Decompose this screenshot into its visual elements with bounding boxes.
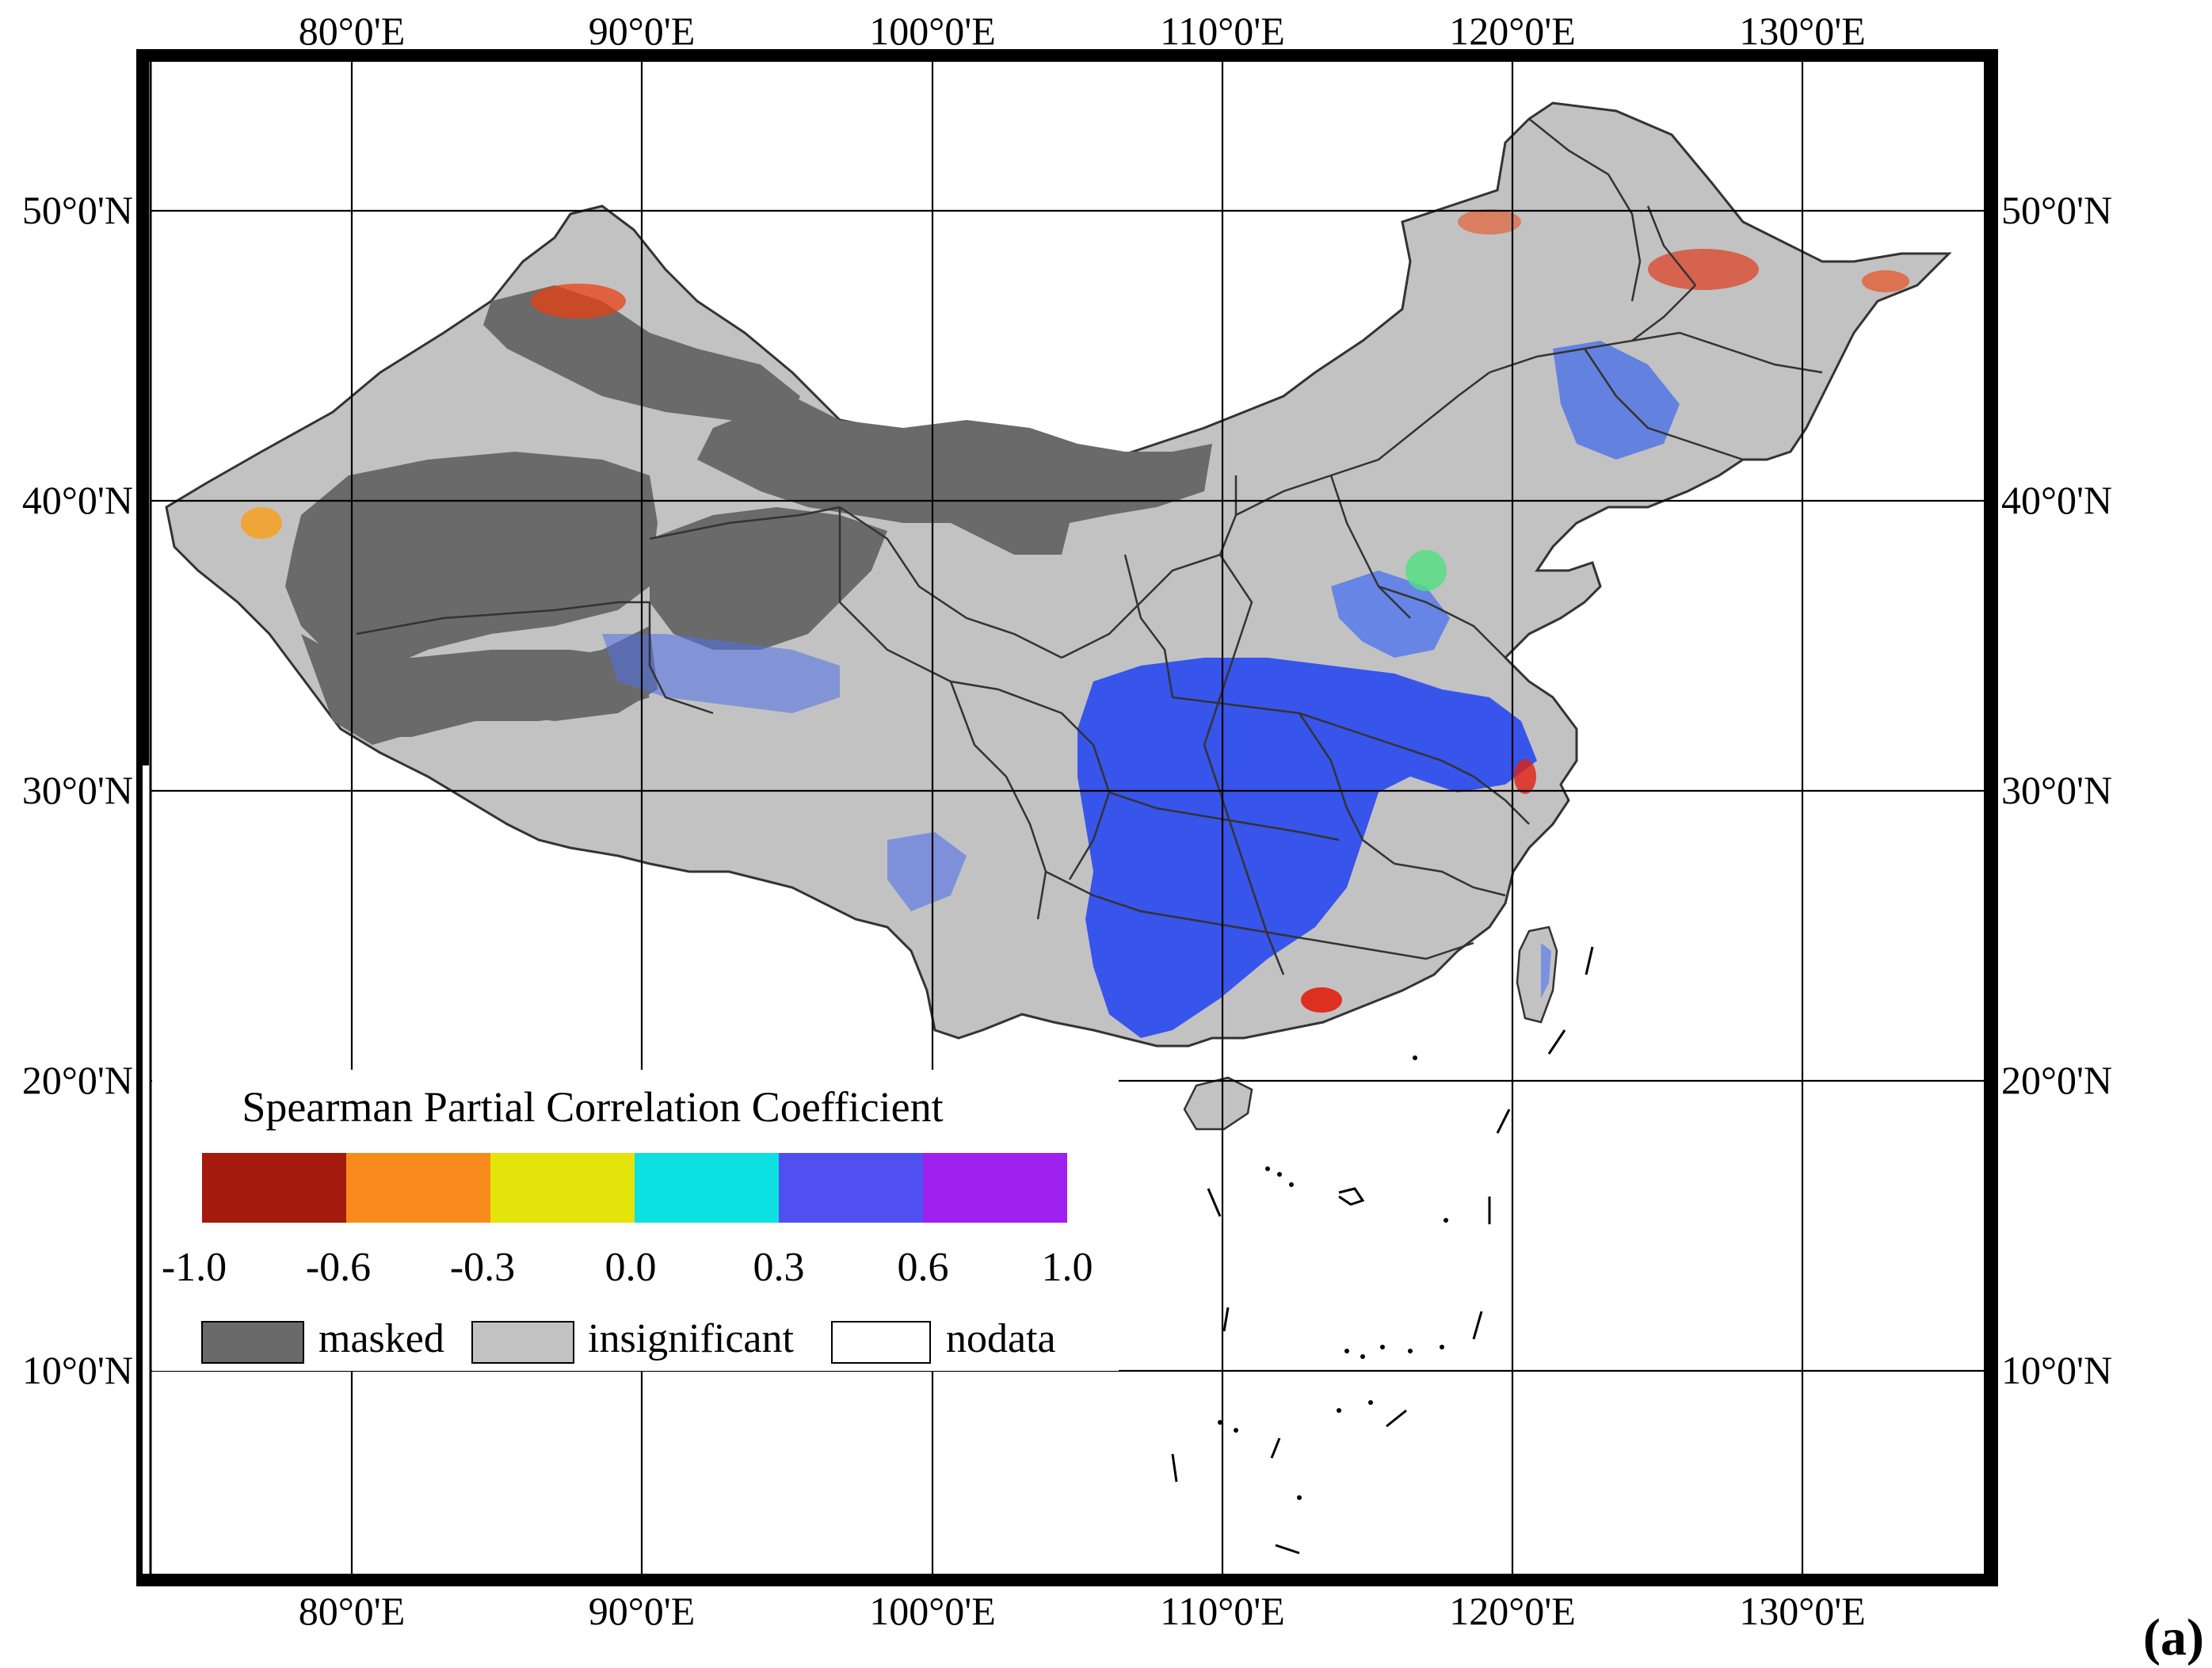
lat-label-right-30: 30°0'N (2001, 768, 2112, 812)
lat-label-left-40: 40°0'N (22, 478, 133, 522)
lon-label-top-80: 80°0'E (299, 9, 406, 53)
legend-break-1: -1.0 (162, 1245, 227, 1290)
negative-cluster-heilongjiang (1648, 249, 1759, 290)
lat-label-left-50: 50°0'N (22, 188, 133, 232)
masked-region-qaidam (650, 507, 887, 650)
masked-region-tibet-north (333, 650, 650, 737)
legend-color-class-6 (923, 1153, 1067, 1223)
legend-break-4: 0.0 (605, 1245, 657, 1290)
legend-color-class-5 (779, 1153, 923, 1223)
lat-label-right-10: 10°0'N (2001, 1348, 2112, 1392)
lat-labels-right: 50°0'N 40°0'N 30°0'N 20°0'N 10°0'N (2001, 188, 2112, 1392)
legend-insignificant-label: insignificant (588, 1316, 795, 1361)
negative-cluster-xinjiang-north (531, 284, 626, 319)
lon-labels-bottom: 80°0'E 90°0'E 100°0'E 110°0'E 120°0'E 13… (299, 1589, 1866, 1633)
lon-label-bottom-90: 90°0'E (589, 1589, 696, 1633)
hainan-island (1183, 1076, 1253, 1131)
positive-region-northeast (1553, 341, 1680, 460)
negative-cluster-heilongjiang-east (1862, 270, 1909, 292)
positive-region-tibet (602, 634, 840, 713)
lon-label-top-100: 100°0'E (869, 9, 996, 53)
panel-label: (a) (2143, 1609, 2204, 1666)
legend-break-2: -0.6 (306, 1245, 371, 1290)
lat-label-left-10: 10°0'N (22, 1348, 133, 1392)
lat-labels-left: 50°0'N 40°0'N 30°0'N 20°0'N 10°0'N (22, 188, 133, 1392)
legend-insignificant-swatch (471, 1321, 574, 1364)
negative-cluster-guangdong (1301, 987, 1342, 1013)
positive-region-central (1077, 658, 1537, 1038)
masked-region-tarim (285, 452, 658, 674)
lat-label-right-40: 40°0'N (2001, 478, 2112, 522)
lat-label-left-20: 20°0'N (22, 1058, 133, 1102)
frame-bar-top (139, 51, 1995, 62)
lon-label-bottom-110: 110°0'E (1160, 1589, 1285, 1633)
legend-nodata-label: nodata (946, 1316, 1056, 1361)
legend-break-6: 0.6 (898, 1245, 949, 1290)
south-china-sea-islands (1218, 1055, 1448, 1500)
negative-cluster-inner-mongolia (1458, 209, 1521, 235)
lat-label-right-50: 50°0'N (2001, 188, 2112, 232)
graticule (151, 60, 1989, 1577)
lon-label-bottom-130: 130°0'E (1739, 1589, 1866, 1633)
taiwan-east-signal (1541, 943, 1551, 998)
lon-label-top-110: 110°0'E (1160, 9, 1285, 53)
positive-region-north (1331, 571, 1450, 658)
lon-labels-top: 80°0'E 90°0'E 100°0'E 110°0'E 120°0'E 13… (299, 9, 1866, 53)
lon-label-top-130: 130°0'E (1739, 9, 1866, 53)
legend-break-5: 0.3 (753, 1245, 805, 1290)
lon-label-top-120: 120°0'E (1449, 9, 1576, 53)
negative-cluster-xinjiang-west (241, 507, 282, 539)
legend-color-class-1 (202, 1153, 346, 1223)
lon-label-top-90: 90°0'E (589, 9, 696, 53)
legend-masked-label: masked (318, 1316, 444, 1361)
lat-label-right-20: 20°0'N (2001, 1058, 2112, 1102)
lon-label-bottom-80: 80°0'E (299, 1589, 406, 1633)
positive-region-yunnan (887, 832, 967, 911)
legend-color-class-2 (346, 1153, 490, 1223)
negative-cluster-shanghai (1514, 759, 1536, 794)
legend-break-3: -0.3 (450, 1245, 515, 1290)
lon-label-bottom-120: 120°0'E (1449, 1589, 1576, 1633)
legend: Spearman Partial Correlation Coefficient… (152, 1070, 1119, 1371)
frame-bar-bottom (139, 1574, 1995, 1585)
taiwan-island (1516, 926, 1558, 1024)
frame-bar-right (1984, 52, 1995, 1583)
legend-nodata-swatch (831, 1321, 931, 1364)
province-boundaries (356, 118, 1823, 975)
south-china-sea-marks (1171, 946, 1594, 1555)
legend-break-7: 1.0 (1042, 1245, 1093, 1290)
map-content (151, 60, 1989, 1577)
frame-bar-left-top (139, 52, 149, 765)
legend-masked-swatch (201, 1321, 304, 1364)
masked-region-gobi (697, 396, 1212, 555)
legend-color-class-4 (635, 1153, 779, 1223)
legend-color-class-3 (490, 1153, 635, 1223)
legend-title: Spearman Partial Correlation Coefficient (242, 1083, 943, 1131)
lat-label-left-30: 30°0'N (22, 768, 133, 812)
lon-label-bottom-100: 100°0'E (869, 1589, 996, 1633)
positive-cluster-hebei (1405, 550, 1447, 591)
